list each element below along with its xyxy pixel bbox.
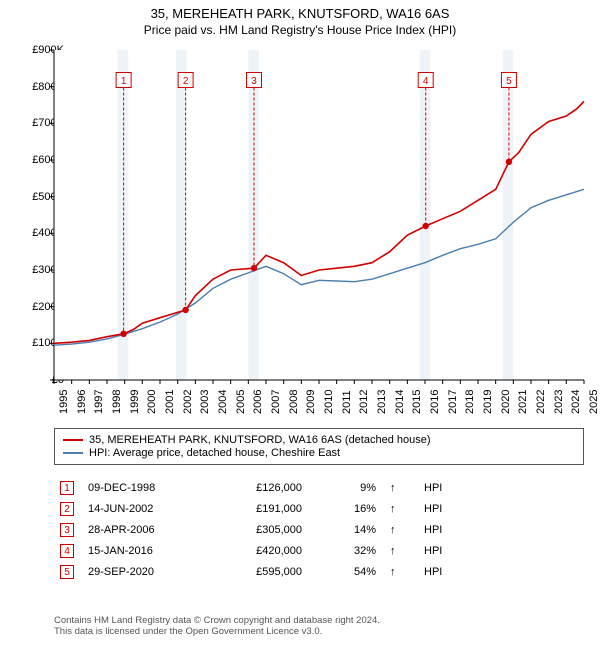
x-axis-label: 2016 [429,390,441,414]
sales-table: 1 09-DEC-1998 £126,000 9% ↑ HPI 2 14-JUN-2002 £1… [54,474,584,586]
sale-vs-label: HPI [424,545,442,557]
sale-row: 2 14-JUN-2002 £191,000 16% ↑ HPI [60,502,584,516]
sale-date: 29-SEP-2020 [88,566,198,578]
chart-container: 35, MEREHEATH PARK, KNUTSFORD, WA16 6AS … [0,0,600,650]
legend-label-2: HPI: Average price, detached house, Ches… [89,447,340,459]
x-axis-label: 2001 [164,390,176,414]
sale-row: 5 29-SEP-2020 £595,000 54% ↑ HPI [60,565,584,579]
arrow-up-icon: ↑ [390,545,410,557]
sale-diff: 54% [316,566,376,578]
svg-text:5: 5 [506,76,512,87]
sale-diff: 14% [316,524,376,536]
x-axis-label: 2021 [517,390,529,414]
x-axis-label: 2002 [182,390,194,414]
footer-line1: Contains HM Land Registry data © Crown c… [54,615,584,626]
x-axis-label: 2014 [394,390,406,414]
sale-date: 09-DEC-1998 [88,482,198,494]
sale-row: 4 15-JAN-2016 £420,000 32% ↑ HPI [60,544,584,558]
x-axis-label: 2018 [464,390,476,414]
svg-text:2: 2 [183,76,189,87]
x-axis-label: 2012 [358,390,370,414]
x-axis-label: 1995 [58,390,70,414]
sale-price: £420,000 [212,545,302,557]
sale-marker-icon: 1 [60,481,74,495]
sale-vs-label: HPI [424,503,442,515]
footer-attribution: Contains HM Land Registry data © Crown c… [54,615,584,638]
x-axis-label: 1996 [76,390,88,414]
footer-line2: This data is licensed under the Open Gov… [54,626,584,637]
title-address: 35, MEREHEATH PARK, KNUTSFORD, WA16 6AS [0,6,600,21]
sale-marker-icon: 2 [60,502,74,516]
svg-text:4: 4 [423,76,429,87]
x-axis-label: 1998 [111,390,123,414]
arrow-up-icon: ↑ [390,503,410,515]
sale-marker-icon: 3 [60,523,74,537]
sale-date: 15-JAN-2016 [88,545,198,557]
legend-swatch-2 [63,452,83,454]
arrow-up-icon: ↑ [390,566,410,578]
x-axis-label: 2003 [199,390,211,414]
sale-vs-label: HPI [424,524,442,536]
x-axis-label: 1999 [129,390,141,414]
sale-row: 3 28-APR-2006 £305,000 14% ↑ HPI [60,523,584,537]
x-axis-label: 2020 [500,390,512,414]
x-axis-label: 2007 [270,390,282,414]
x-axis-label: 2008 [288,390,300,414]
x-axis-label: 2024 [570,390,582,414]
sale-diff: 9% [316,482,376,494]
x-axis-label: 1997 [93,390,105,414]
sale-price: £126,000 [212,482,302,494]
x-axis-label: 2017 [447,390,459,414]
sale-diff: 16% [316,503,376,515]
sale-row: 1 09-DEC-1998 £126,000 9% ↑ HPI [60,481,584,495]
x-axis-label: 2000 [146,390,158,414]
sale-diff: 32% [316,545,376,557]
x-axis-label: 2025 [588,390,600,414]
svg-text:1: 1 [121,76,127,87]
sale-vs-label: HPI [424,482,442,494]
title-subtitle: Price paid vs. HM Land Registry's House … [0,23,600,37]
arrow-up-icon: ↑ [390,482,410,494]
title-area: 35, MEREHEATH PARK, KNUTSFORD, WA16 6AS … [0,0,600,37]
chart-svg: 1 2 3 4 5 [54,50,584,380]
x-axis-label: 2019 [482,390,494,414]
x-axis-label: 2006 [252,390,264,414]
x-axis-label: 2010 [323,390,335,414]
x-axis-label: 2004 [217,390,229,414]
svg-text:3: 3 [251,76,257,87]
legend-label-1: 35, MEREHEATH PARK, KNUTSFORD, WA16 6AS … [89,434,431,446]
arrow-up-icon: ↑ [390,524,410,536]
sale-vs-label: HPI [424,566,442,578]
sale-marker-icon: 4 [60,544,74,558]
legend-item-1: 35, MEREHEATH PARK, KNUTSFORD, WA16 6AS … [63,434,575,446]
x-axis-label: 2011 [341,390,353,414]
sale-price: £595,000 [212,566,302,578]
sale-marker-icon: 5 [60,565,74,579]
sale-date: 14-JUN-2002 [88,503,198,515]
legend-item-2: HPI: Average price, detached house, Ches… [63,447,575,459]
x-axis-label: 2005 [235,390,247,414]
x-axis-label: 2023 [553,390,565,414]
chart-plot-area: 1 2 3 4 5 [54,50,584,380]
legend: 35, MEREHEATH PARK, KNUTSFORD, WA16 6AS … [54,428,584,465]
sale-date: 28-APR-2006 [88,524,198,536]
x-axis-label: 2009 [305,390,317,414]
sale-price: £191,000 [212,503,302,515]
x-axis-label: 2022 [535,390,547,414]
sale-price: £305,000 [212,524,302,536]
legend-swatch-1 [63,439,83,441]
x-axis-label: 2015 [411,390,423,414]
x-axis-label: 2013 [376,390,388,414]
